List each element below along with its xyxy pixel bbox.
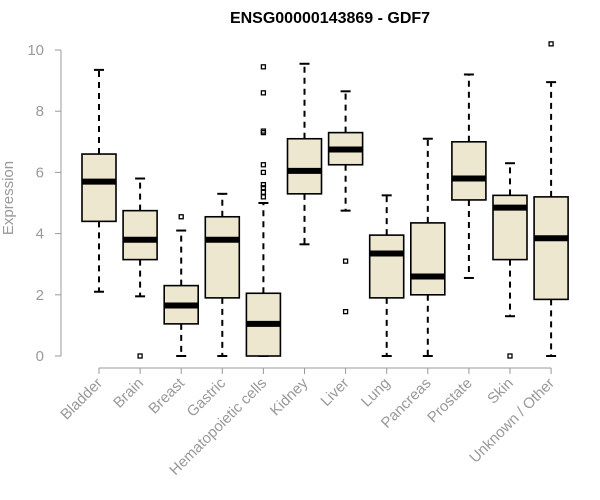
x-tick-label: Kidney (267, 374, 312, 419)
x-tick-label: Breast (145, 374, 188, 417)
iqr-box (368, 234, 405, 299)
box-group-prostate (451, 73, 487, 279)
outlier-point (260, 189, 267, 195)
outlier-point (507, 353, 513, 359)
box-group-skin (492, 162, 528, 359)
plot-area (81, 41, 569, 359)
box-group-hematopoietic-cells (245, 64, 282, 357)
outlier-point (260, 181, 267, 188)
y-axis: 0 2 4 6 8 10 (27, 42, 62, 365)
outlier-point (178, 214, 184, 220)
iqr-box (409, 222, 446, 296)
outlier-point (260, 128, 267, 134)
outlier-point (260, 169, 267, 176)
iqr-box (451, 141, 487, 201)
iqr-box (204, 215, 241, 299)
outlier-point (260, 162, 267, 168)
x-tick-label: Skin (484, 375, 517, 408)
iqr-box (122, 209, 158, 261)
box-group-bladder (81, 68, 117, 293)
chart-title: ENSG00000143869 - GDF7 (230, 10, 430, 27)
outlier-point (342, 258, 349, 264)
x-tick-label: Bladder (57, 375, 106, 424)
outlier-point (260, 185, 267, 191)
outlier-point (260, 64, 267, 70)
x-tick-label: Prostate (424, 375, 476, 427)
y-tick-label: 8 (36, 103, 44, 120)
x-tick-label: Brain (110, 375, 147, 412)
y-tick-label: 0 (36, 348, 44, 365)
x-tick-label: Liver (317, 375, 352, 410)
x-tick-label: Lung (358, 375, 394, 411)
box-group-pancreas (409, 137, 446, 357)
y-tick-label: 4 (36, 226, 44, 243)
box-group-unknown-other (533, 41, 569, 357)
y-tick-label: 10 (27, 42, 44, 59)
outlier-point (137, 353, 143, 359)
box-group-gastric (204, 192, 241, 357)
y-tick-label: 2 (36, 287, 44, 304)
outlier-point (260, 90, 267, 96)
box-group-lung (368, 194, 405, 357)
box-group-brain (122, 177, 158, 359)
outlier-point (342, 308, 349, 315)
y-axis-label: Expression (0, 161, 17, 235)
outlier-point (548, 41, 554, 47)
iqr-box (81, 153, 117, 223)
box-group-liver (327, 90, 364, 315)
box-group-breast (163, 214, 199, 357)
y-tick-label: 6 (36, 164, 44, 181)
box-group-kidney (286, 62, 323, 246)
iqr-box (533, 196, 569, 301)
outlier-point (260, 194, 267, 200)
iqr-box (286, 137, 323, 195)
